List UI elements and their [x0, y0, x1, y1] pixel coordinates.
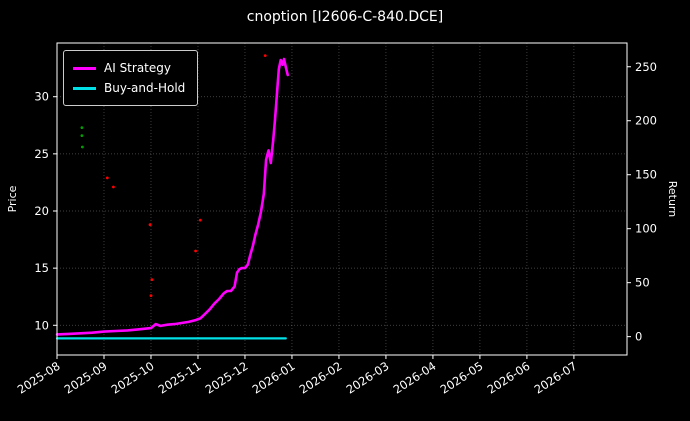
x-tick-label: 2025-10	[109, 359, 157, 397]
scatter-point-signal-red	[112, 185, 115, 189]
legend-label-ai-strategy: AI Strategy	[104, 61, 171, 75]
y-axis-label-price: Price	[6, 185, 19, 213]
x-tick-label: 2025-09	[62, 359, 110, 397]
x-tick-label: 2026-07	[532, 359, 580, 397]
legend-item-buy-and-hold: Buy-and-Hold	[73, 78, 185, 98]
scatter-point-signal-red	[198, 218, 202, 222]
x-tick-label: 2025-11	[156, 359, 204, 397]
y-tick-label-price: 10	[34, 318, 49, 332]
legend-label-buy-and-hold: Buy-and-Hold	[104, 81, 186, 95]
x-tick-label: 2025-12	[203, 359, 251, 397]
legend: AI Strategy Buy-and-Hold	[63, 50, 199, 106]
y-tick-label-return: 200	[635, 114, 657, 128]
y-tick-label-return: 0	[635, 330, 642, 344]
y-tick-label-price: 25	[34, 147, 49, 161]
y-tick-label-price: 20	[34, 204, 49, 218]
y-tick-label-price: 15	[34, 261, 49, 275]
y-tick-label-return: 150	[635, 168, 657, 182]
legend-item-ai-strategy: AI Strategy	[73, 58, 185, 78]
y-tick-label-return: 250	[635, 60, 657, 74]
x-tick-label: 2026-06	[485, 359, 533, 397]
legend-line-ai-strategy-icon	[73, 66, 96, 70]
scatter-point-signal-green	[80, 126, 84, 129]
x-tick-label: 2026-03	[344, 359, 392, 397]
y-tick-label-price: 30	[34, 90, 49, 104]
chart-title: cnoption [I2606-C-840.DCE]	[246, 9, 444, 25]
y-axis-label-return: Return	[666, 180, 679, 218]
y-tick-label-return: 50	[635, 276, 650, 290]
x-tick-label: 2026-01	[250, 359, 298, 397]
x-tick-label: 2026-05	[438, 359, 486, 397]
plot-frame	[56, 42, 628, 356]
y-tick-label-return: 100	[635, 222, 657, 236]
scatter-point-signal-red	[148, 223, 152, 227]
x-tick-label: 2025-08	[15, 359, 63, 397]
scatter-point-signal-green	[80, 134, 84, 138]
scatter-point-signal-red	[263, 54, 267, 57]
x-tick-label: 2026-02	[297, 359, 345, 397]
series-line-ai-strategy	[55, 57, 290, 336]
scatter-point-signal-red	[150, 278, 154, 281]
x-tick-label: 2026-04	[391, 359, 439, 397]
scatter-point-signal-green	[81, 145, 84, 149]
scatter-point-signal-red	[149, 294, 153, 297]
scatter-point-signal-red	[194, 249, 198, 253]
scatter-point-signal-red	[105, 176, 109, 180]
legend-line-buy-and-hold-icon	[73, 86, 96, 90]
